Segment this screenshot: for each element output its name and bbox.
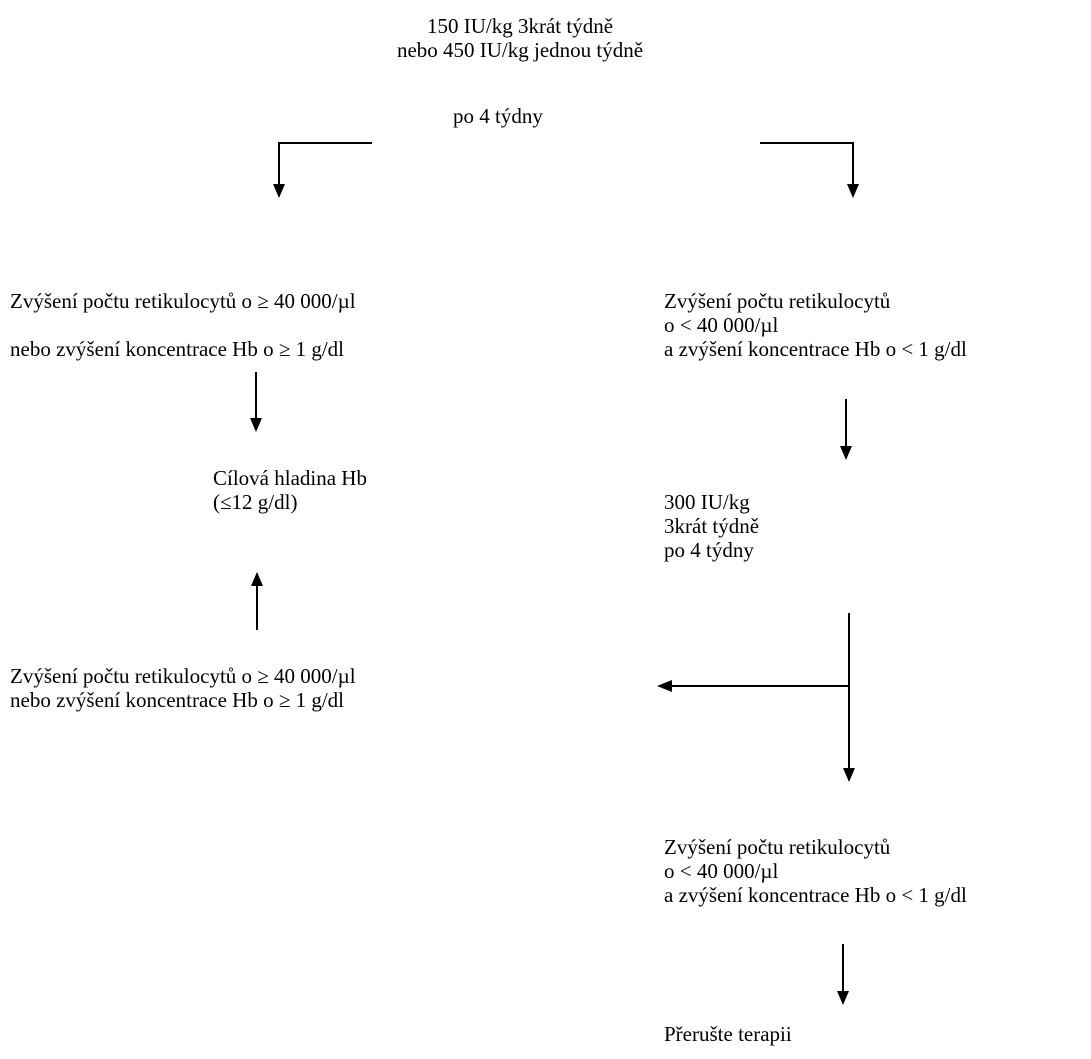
duration-label: po 4 týdny — [453, 104, 543, 128]
left-response-2-line-1: Zvýšení počtu retikulocytů o ≥ 40 000/µl — [10, 664, 356, 688]
target-hb-box: Cílová hladina Hb (≤12 g/dl) — [213, 466, 367, 514]
arrowhead-dose-to-eval — [843, 768, 855, 782]
arrowhead-right-to-dose — [840, 446, 852, 460]
arrowhead-start-to-left — [273, 184, 285, 198]
stop-therapy-label: Přerušte terapii — [664, 1022, 792, 1046]
right-no-response-2-line-1: Zvýšení počtu retikulocytů — [664, 835, 891, 859]
arrowhead-eval-to-stop — [837, 991, 849, 1005]
increased-dose-line-3: po 4 týdny — [664, 538, 754, 562]
increased-dose-line-2: 3krát týdně — [664, 514, 760, 538]
right-no-response-2-line-3: a zvýšení koncentrace Hb o < 1 g/dl — [664, 883, 967, 907]
left-response-2-line-2: nebo zvýšení koncentrace Hb o ≥ 1 g/dl — [10, 688, 345, 712]
target-hb-line-1: Cílová hladina Hb — [213, 466, 367, 490]
arrowhead-dose-to-left-response-2 — [657, 680, 672, 692]
left-response-line-1: Zvýšení počtu retikulocytů o ≥ 40 000/µl — [10, 289, 356, 313]
left-response-box: Zvýšení počtu retikulocytů o ≥ 40 000/µl… — [10, 289, 356, 361]
right-no-response-line-2: o < 40 000/µl — [664, 313, 779, 337]
target-hb-line-2: (≤12 g/dl) — [213, 490, 298, 514]
arrowhead-left-response-to-target — [250, 418, 262, 432]
left-response-2-box: Zvýšení počtu retikulocytů o ≥ 40 000/µl… — [10, 664, 356, 712]
arrowhead-start-to-right — [847, 184, 859, 198]
right-no-response-line-3: a zvýšení koncentrace Hb o < 1 g/dl — [664, 337, 967, 361]
start-dose-box: 150 IU/kg 3krát týdně nebo 450 IU/kg jed… — [300, 14, 740, 62]
connector-start-to-right — [760, 142, 854, 196]
arrowhead-left-response-2-to-target — [251, 572, 263, 586]
left-response-line-2: nebo zvýšení koncentrace Hb o ≥ 1 g/dl — [10, 337, 345, 361]
increased-dose-line-1: 300 IU/kg — [664, 490, 750, 514]
right-no-response-line-1: Zvýšení počtu retikulocytů — [664, 289, 891, 313]
start-dose-line-2: nebo 450 IU/kg jednou týdně — [396, 38, 644, 62]
right-no-response-2-line-2: o < 40 000/µl — [664, 859, 779, 883]
connector-start-to-left — [278, 142, 372, 196]
start-dose-line-1: 150 IU/kg 3krát týdně — [426, 14, 614, 38]
increased-dose-box: 300 IU/kg 3krát týdně po 4 týdny — [664, 490, 759, 562]
right-no-response-2-box: Zvýšení počtu retikulocytů o < 40 000/µl… — [664, 835, 967, 907]
right-no-response-box: Zvýšení počtu retikulocytů o < 40 000/µl… — [664, 289, 967, 361]
